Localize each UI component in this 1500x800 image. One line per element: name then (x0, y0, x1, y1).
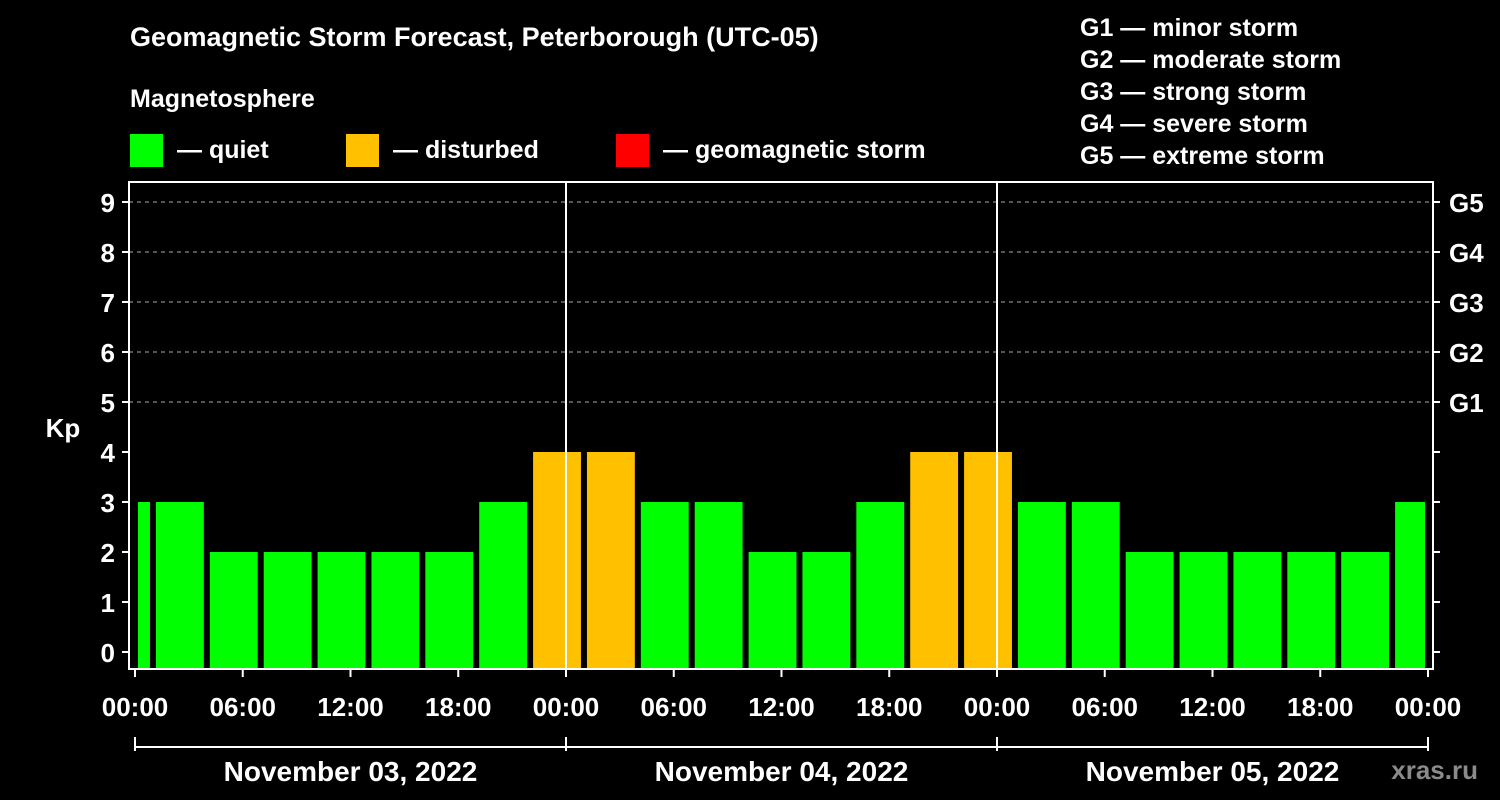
kp-bar (317, 552, 366, 669)
legend-label-storm: — geomagnetic storm (663, 135, 926, 164)
kp-bar (640, 502, 689, 669)
storm-level-g4: G4 — severe storm (1080, 110, 1308, 138)
x-tick-label: 18:00 (1287, 692, 1354, 722)
day-label: November 04, 2022 (655, 756, 909, 787)
storm-level-tick-label: G3 (1449, 288, 1484, 318)
kp-bar (1071, 502, 1120, 669)
kp-bar (138, 502, 150, 669)
kp-bar (533, 452, 581, 669)
day-label: November 05, 2022 (1086, 756, 1340, 787)
kp-bar (910, 452, 959, 669)
kp-bar (1017, 502, 1066, 669)
storm-level-tick-label: G5 (1449, 188, 1484, 218)
storm-level-g2: G2 — moderate storm (1080, 46, 1342, 74)
storm-level-legend: G1 — minor storm G2 — moderate storm G3 … (1080, 12, 1341, 172)
kp-bar (209, 552, 258, 669)
kp-bar (802, 552, 851, 669)
x-tick-label: 12:00 (317, 692, 384, 722)
x-tick-label: 06:00 (210, 692, 277, 722)
kp-bar (155, 502, 204, 669)
kp-bar (964, 452, 1012, 669)
y-tick-label: 2 (101, 538, 115, 568)
kp-bar (856, 502, 905, 669)
kp-bar (1179, 552, 1228, 669)
x-tick-label: 00:00 (964, 692, 1031, 722)
kp-bar (694, 502, 743, 669)
y-tick-label: 3 (101, 488, 115, 518)
storm-level-g3: G3 — strong storm (1080, 78, 1307, 106)
x-tick-label: 00:00 (533, 692, 600, 722)
y-tick-label: 1 (101, 588, 115, 618)
kp-bar (425, 552, 474, 669)
legend-swatch-quiet (130, 133, 163, 167)
kp-bar (1395, 502, 1425, 669)
x-tick-label: 18:00 (425, 692, 492, 722)
legend-swatch-disturbed (346, 133, 379, 167)
kp-bar (371, 552, 420, 669)
y-axis-label: Kp (46, 413, 81, 443)
legend-label-disturbed: — disturbed (393, 135, 539, 164)
x-tick-label: 12:00 (1179, 692, 1246, 722)
storm-level-tick-label: G1 (1449, 388, 1484, 418)
y-tick-label: 0 (101, 638, 115, 668)
magnetosphere-legend-title: Magnetosphere (130, 85, 315, 113)
kp-bar (586, 452, 635, 669)
y-tick-label: 7 (101, 288, 115, 318)
watermark: xras.ru (1391, 755, 1478, 785)
day-label: November 03, 2022 (224, 756, 478, 787)
kp-bar (1287, 552, 1336, 669)
storm-level-g5: G5 — extreme storm (1080, 142, 1325, 170)
kp-bar (1125, 552, 1174, 669)
x-tick-label: 06:00 (1072, 692, 1139, 722)
kp-bar (1341, 552, 1390, 669)
chart-title: Geomagnetic Storm Forecast, Peterborough… (130, 22, 819, 52)
kp-bar (479, 502, 528, 669)
storm-level-tick-label: G2 (1449, 338, 1484, 368)
y-tick-label: 4 (101, 438, 116, 468)
kp-bar (263, 552, 312, 669)
y-tick-label: 5 (101, 388, 115, 418)
legend-item-quiet: — quiet (130, 133, 269, 167)
x-tick-label: 00:00 (1395, 692, 1462, 722)
legend-item-disturbed: — disturbed (346, 133, 539, 167)
y-tick-label: 8 (101, 238, 115, 268)
y-tick-label: 6 (101, 338, 115, 368)
y-tick-label: 9 (101, 188, 115, 218)
x-tick-label: 06:00 (641, 692, 708, 722)
legend-swatch-storm (616, 133, 649, 167)
x-tick-label: 12:00 (748, 692, 815, 722)
legend-item-storm: — geomagnetic storm (616, 133, 926, 167)
legend-label-quiet: — quiet (177, 135, 269, 164)
storm-level-g1: G1 — minor storm (1080, 14, 1299, 42)
kp-bar (748, 552, 797, 669)
storm-level-tick-label: G4 (1449, 238, 1484, 268)
x-tick-label: 00:00 (102, 692, 169, 722)
kp-bar (1233, 552, 1282, 669)
x-tick-label: 18:00 (856, 692, 923, 722)
